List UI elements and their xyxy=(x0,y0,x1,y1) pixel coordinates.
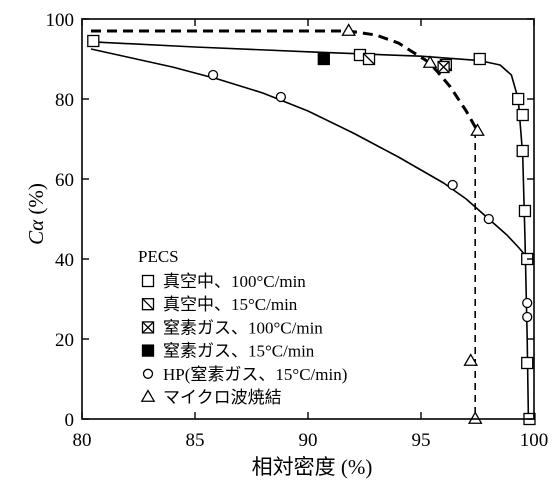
point-circle xyxy=(207,69,219,81)
point-circle xyxy=(447,179,458,191)
x-axis-label: 相対密度 (%) xyxy=(252,455,373,479)
y-axis-label: Cα (%) xyxy=(24,183,48,245)
legend-title: PECS xyxy=(138,247,179,266)
legend-entry-label: 真空中、100°C/min xyxy=(163,272,306,291)
curve-solid xyxy=(90,41,530,420)
legend-entry-label: 窒素ガス、15°C/min xyxy=(163,342,315,361)
legend-marker-square-cross xyxy=(141,321,155,334)
y-axis-label-unit: (%) xyxy=(24,183,48,220)
legend-marker-triangle xyxy=(140,389,156,402)
curve-solid xyxy=(90,48,531,260)
legend-entry-label: 窒素ガス、100°C/min xyxy=(163,318,323,337)
x-tick-label: 90 xyxy=(299,430,318,451)
point-square-filled xyxy=(317,52,330,66)
point-square xyxy=(516,144,529,158)
point-triangle xyxy=(422,55,438,68)
y-tick-label: 20 xyxy=(55,330,74,351)
point-square-slash xyxy=(362,52,376,66)
y-tick-label: 40 xyxy=(55,250,74,271)
y-tick-label: 0 xyxy=(65,410,75,431)
x-tick-label: 100 xyxy=(520,430,549,451)
legend-marker-circle xyxy=(142,368,154,379)
legend-entry-label: 真空中、15°C/min xyxy=(163,295,298,314)
axes xyxy=(81,18,535,420)
point-triangle xyxy=(470,123,485,136)
y-tick-label: 80 xyxy=(55,90,74,111)
point-square xyxy=(521,356,534,370)
y-axis-label-symbol: Cα xyxy=(24,219,48,245)
point-circle xyxy=(522,311,533,323)
tick-labels: 80 85 90 95 100 0 20 40 60 80 100 xyxy=(46,10,549,451)
legend-marker-square-slash xyxy=(141,298,155,311)
legend: PECS 真空中、100°C/min 真空中、15°C/min 窒素ガス、100°C… xyxy=(138,247,347,407)
legend-marker-square xyxy=(141,274,155,288)
curve-dashed xyxy=(91,29,479,132)
point-triangle xyxy=(467,411,483,424)
x-tick-label: 85 xyxy=(186,430,205,451)
point-square xyxy=(473,52,486,66)
point-circle xyxy=(483,213,494,225)
fit-curves xyxy=(90,29,531,420)
x-tick-label: 95 xyxy=(412,430,431,451)
point-circle xyxy=(275,91,287,103)
point-square xyxy=(512,92,525,106)
point-square-cross xyxy=(437,60,450,74)
legend-entry-label: HP(窒素ガス、15°C/min) xyxy=(163,365,347,384)
point-square xyxy=(87,34,100,48)
point-square xyxy=(516,108,529,122)
point-triangle xyxy=(341,23,356,36)
legend-entry-label: マイクロ波焼結 xyxy=(163,388,282,407)
y-tick-label: 60 xyxy=(55,170,74,191)
x-tick-label: 80 xyxy=(73,430,92,451)
point-circle xyxy=(522,297,533,309)
point-square xyxy=(518,204,532,218)
y-tick-label: 100 xyxy=(46,10,75,31)
legend-marker-square-filled xyxy=(141,344,155,357)
point-triangle xyxy=(463,353,479,366)
